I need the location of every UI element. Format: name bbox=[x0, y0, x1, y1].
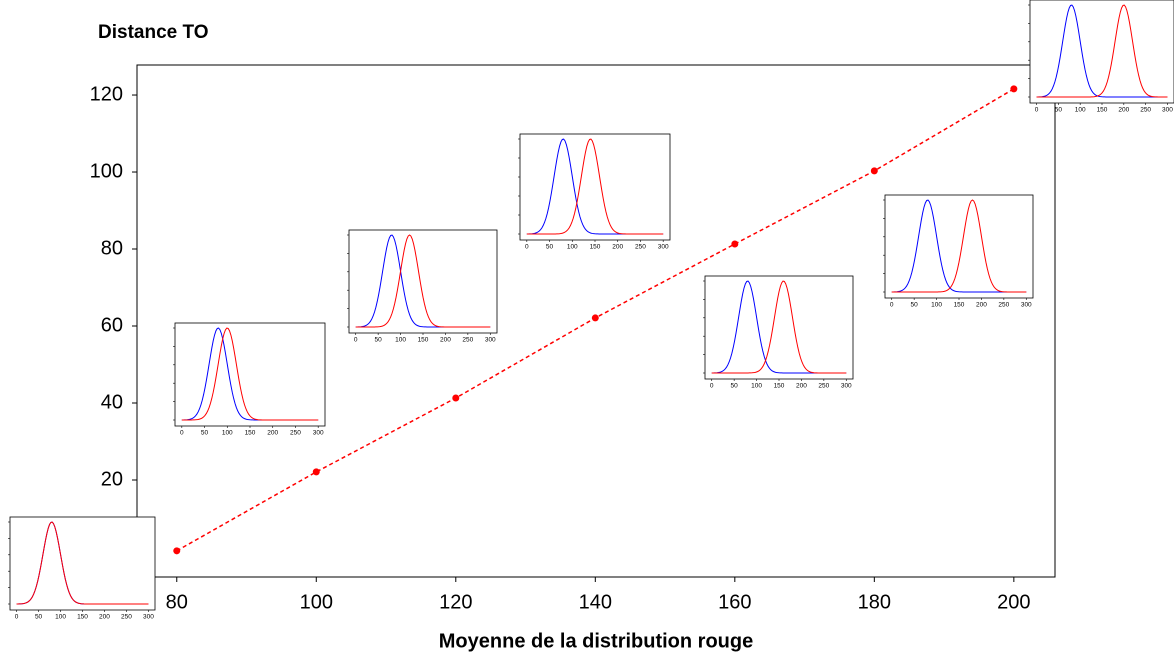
inset-x-tick-label: 300 bbox=[485, 337, 496, 344]
inset-x-tick-label: 150 bbox=[418, 337, 429, 344]
y-tick-label: 80 bbox=[101, 237, 123, 259]
inset-x-tick-label: 150 bbox=[1097, 107, 1108, 114]
inset-x-tick-label: 200 bbox=[796, 383, 807, 390]
inset: 0 50 100 150 200 250 300 bbox=[883, 194, 1034, 309]
inset-x-tick-label: 250 bbox=[121, 614, 132, 621]
y-tick-label: 60 bbox=[101, 314, 123, 336]
inset-frame bbox=[884, 194, 1034, 299]
inset-x-tick-label: 100 bbox=[931, 302, 942, 309]
inset-x-tick-label: 50 bbox=[911, 302, 919, 309]
inset-x-tick-label: 300 bbox=[1021, 302, 1032, 309]
y-tick-label: 40 bbox=[101, 391, 123, 413]
inset-x-tick-label: 0 bbox=[15, 614, 19, 621]
x-tick-label: 160 bbox=[718, 591, 751, 613]
x-tick-label: 120 bbox=[439, 591, 472, 613]
inset-x-tick-label: 0 bbox=[710, 383, 714, 390]
inset-x-tick-label: 50 bbox=[546, 244, 554, 251]
inset-x-tick-label: 200 bbox=[99, 614, 110, 621]
data-point bbox=[731, 240, 739, 248]
inset-x-tick-label: 200 bbox=[440, 337, 451, 344]
inset-red-curve bbox=[1036, 4, 1168, 98]
inset-x-tick-label: 200 bbox=[267, 430, 278, 437]
x-tick-label: 140 bbox=[579, 591, 612, 613]
data-point bbox=[173, 547, 181, 555]
inset-frame bbox=[174, 322, 326, 427]
inset-x-tick-label: 100 bbox=[751, 383, 762, 390]
x-tick-label: 200 bbox=[997, 591, 1030, 613]
inset-x-tick-label: 150 bbox=[77, 614, 88, 621]
inset-x-tick-label: 300 bbox=[658, 244, 669, 251]
plot-frame bbox=[136, 64, 1056, 578]
inset-frame bbox=[1029, 0, 1174, 104]
inset-x-tick-label: 300 bbox=[143, 614, 154, 621]
inset-x-tick-label: 50 bbox=[375, 337, 383, 344]
inset-x-tick-label: 50 bbox=[1055, 107, 1063, 114]
inset-frame bbox=[348, 229, 498, 334]
data-point bbox=[870, 167, 878, 175]
y-tick-label: 20 bbox=[101, 468, 123, 490]
inset-x-tick-label: 150 bbox=[590, 244, 601, 251]
inset-x-tick-label: 0 bbox=[890, 302, 894, 309]
inset-x-tick-label: 200 bbox=[1118, 107, 1129, 114]
inset-red-curve bbox=[711, 280, 847, 374]
x-tick-label: 100 bbox=[300, 591, 333, 613]
inset-x-tick-label: 200 bbox=[976, 302, 987, 309]
x-tick-label: 80 bbox=[166, 591, 188, 613]
inset-x-tick-label: 250 bbox=[998, 302, 1009, 309]
inset: 0 50 100 150 200 250 300 bbox=[1028, 0, 1174, 114]
data-point bbox=[591, 314, 599, 322]
inset-x-tick-label: 0 bbox=[525, 244, 529, 251]
inset: 0 50 100 150 200 250 300 bbox=[703, 275, 854, 390]
inset-x-tick-label: 150 bbox=[774, 383, 785, 390]
inset-x-tick-label: 300 bbox=[1162, 107, 1173, 114]
inset-red-curve bbox=[16, 521, 149, 605]
y-tick-label: 100 bbox=[90, 160, 123, 182]
inset-x-tick-label: 0 bbox=[354, 337, 358, 344]
inset-blue-curve bbox=[1036, 4, 1168, 98]
data-point bbox=[312, 468, 320, 476]
inset-x-tick-label: 50 bbox=[201, 430, 209, 437]
inset-frame bbox=[9, 516, 156, 611]
x-axis-label: Moyenne de la distribution rouge bbox=[439, 630, 753, 652]
data-point bbox=[452, 394, 460, 402]
chart-title: Distance TO bbox=[98, 22, 209, 43]
inset-red-curve bbox=[181, 327, 319, 421]
inset-x-tick-label: 250 bbox=[635, 244, 646, 251]
data-point bbox=[1010, 85, 1018, 93]
inset-x-tick-label: 250 bbox=[1140, 107, 1151, 114]
inset-x-tick-label: 0 bbox=[180, 430, 184, 437]
inset-x-tick-label: 150 bbox=[245, 430, 256, 437]
y-tick-label: 120 bbox=[90, 83, 123, 105]
inset-x-tick-label: 50 bbox=[35, 614, 43, 621]
inset: 0 50 100 150 200 250 300 bbox=[8, 516, 156, 621]
inset-x-tick-label: 100 bbox=[55, 614, 66, 621]
inset-x-tick-label: 100 bbox=[395, 337, 406, 344]
inset: 0 50 100 150 200 250 300 bbox=[347, 229, 498, 344]
inset-x-tick-label: 300 bbox=[841, 383, 852, 390]
inset-x-tick-label: 100 bbox=[1075, 107, 1086, 114]
x-tick-label: 180 bbox=[858, 591, 891, 613]
inset: 0 50 100 150 200 250 300 bbox=[518, 133, 671, 251]
inset-x-tick-label: 100 bbox=[222, 430, 233, 437]
inset-x-tick-label: 150 bbox=[954, 302, 965, 309]
inset-x-tick-label: 200 bbox=[612, 244, 623, 251]
inset-x-tick-label: 250 bbox=[462, 337, 473, 344]
inset-x-tick-label: 50 bbox=[731, 383, 739, 390]
inset-red-curve bbox=[526, 138, 664, 235]
inset-x-tick-label: 250 bbox=[290, 430, 301, 437]
inset-x-tick-label: 300 bbox=[313, 430, 324, 437]
inset-red-curve bbox=[355, 234, 491, 328]
inset-x-tick-label: 100 bbox=[567, 244, 578, 251]
inset-red-curve bbox=[891, 199, 1027, 293]
inset-x-tick-label: 0 bbox=[1035, 107, 1039, 114]
inset-x-tick-label: 250 bbox=[818, 383, 829, 390]
inset: 0 50 100 150 200 250 300 bbox=[173, 322, 326, 437]
